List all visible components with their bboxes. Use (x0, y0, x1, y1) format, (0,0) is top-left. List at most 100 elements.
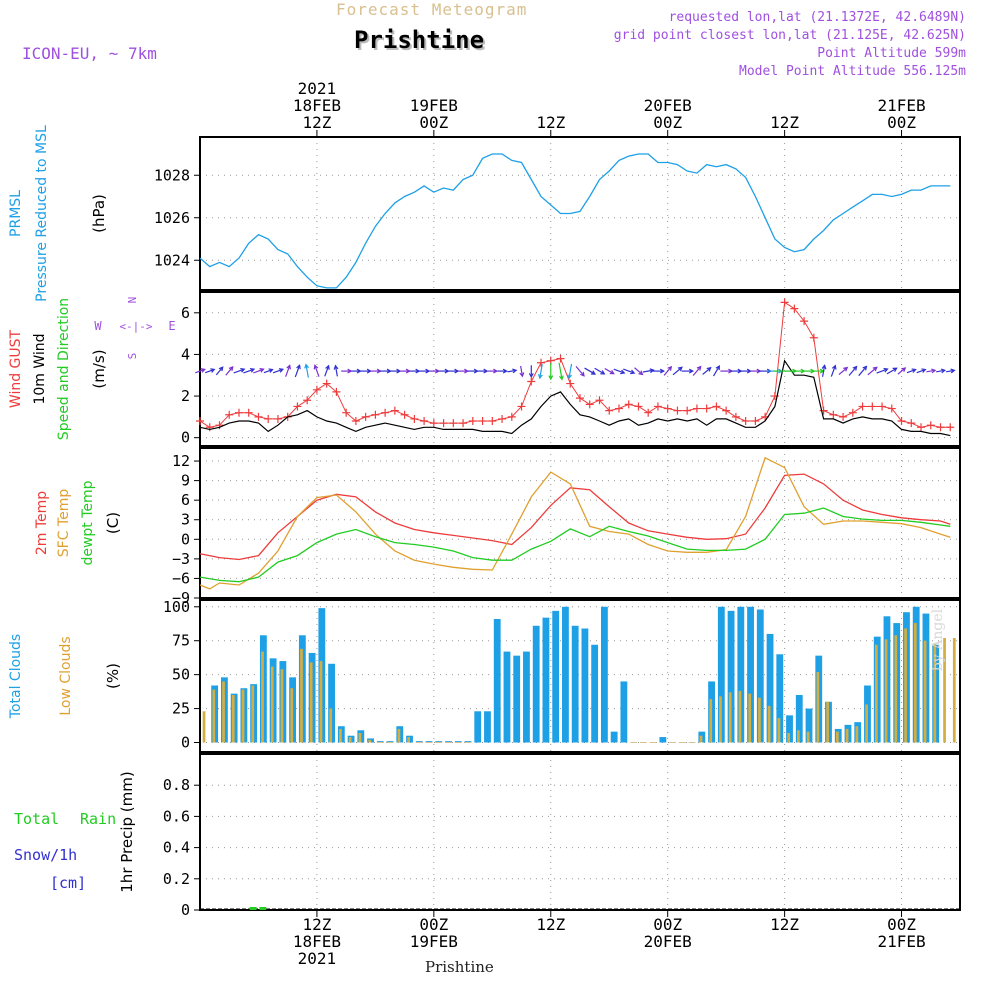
ytick-label: 100 (163, 598, 190, 616)
wind-arrow (838, 367, 848, 376)
low-cloud-bar (251, 685, 255, 743)
gust-marker (946, 423, 955, 432)
gust-marker (576, 394, 584, 403)
low-cloud-bar (874, 644, 878, 743)
wind-arrow (305, 364, 309, 378)
wind-arrow-head (911, 368, 917, 373)
wind-arrow-head (638, 370, 644, 376)
wind-arrow-head (630, 369, 636, 375)
gust-marker (868, 402, 877, 411)
ytick-label: 0 (181, 530, 190, 548)
panel-temperature: −9 −6−3 03 69 12 2m Temp SFC Temp dewpt Temp (C) (34, 447, 961, 607)
ytick-label: 6 (181, 491, 190, 509)
total-cloud-bar (445, 741, 452, 743)
panel-label: (C) (104, 512, 122, 534)
wind-arrow-head (228, 365, 234, 371)
wind-arrow-head (715, 364, 720, 371)
total-cloud-bar (795, 695, 803, 743)
gust-marker (917, 423, 926, 432)
panel-label: Speed and Direction (56, 298, 72, 440)
wind-arrow (233, 368, 245, 374)
wind-arrow-head (852, 365, 858, 371)
gust-marker (858, 402, 867, 411)
wind-arrow (253, 368, 264, 374)
total-cloud-bar (513, 655, 521, 743)
wind-arrow-head (493, 368, 499, 374)
wind-arrow (876, 368, 888, 374)
low-cloud-bar (270, 666, 274, 743)
total-cloud-bar (766, 633, 774, 743)
total-cloud-bar (523, 651, 530, 743)
gust-marker (751, 417, 760, 426)
low-cloud-bar (290, 688, 294, 743)
top-time-label: 21FEB (877, 96, 925, 115)
total-cloud-bar (415, 741, 423, 743)
wind-arrow (858, 366, 867, 377)
gust-marker (390, 406, 399, 415)
total-cloud-bar (474, 711, 482, 743)
gust-marker (507, 412, 516, 421)
precip-bars (200, 907, 960, 910)
gust-marker (205, 423, 214, 432)
wind-arrow (225, 366, 234, 376)
panel-label: Low Clouds (58, 636, 74, 715)
total-cloud-bar (805, 708, 813, 743)
gust-marker (936, 423, 945, 432)
compass-south: S (126, 353, 139, 360)
precip-label-rain: Rain (80, 810, 116, 828)
low-cloud-bar (894, 635, 898, 743)
low-cloud-bar (777, 718, 781, 743)
wind-arrow-head (502, 368, 508, 374)
total-cloud-bar (581, 628, 589, 743)
bottom-time-label: 00Z (419, 915, 448, 934)
wind-arrow-head (519, 372, 525, 378)
wind-arrow (314, 365, 320, 377)
wind-arrow (634, 367, 643, 375)
wind-arrow (821, 365, 826, 377)
low-cloud-bar (913, 623, 917, 743)
wind-arrow (848, 366, 858, 376)
precip-label-snow: Snow/1h (14, 846, 77, 864)
wind-arrow-head (706, 366, 712, 372)
gust-marker (878, 402, 887, 411)
ytick-label: 4 (181, 345, 190, 363)
ytick-label: 0.6 (163, 807, 190, 825)
low-cloud-bar (884, 639, 888, 743)
total-cloud-bar (376, 741, 384, 743)
top-time-label: 2021 (298, 79, 337, 98)
precip-label-axis: 1hr Precip (mm) (118, 771, 136, 892)
low-cloud-bar (699, 735, 703, 743)
wind-arrow (575, 365, 585, 377)
gust-marker (322, 379, 331, 388)
low-cloud-bar (261, 651, 264, 743)
total-cloud-bar (425, 741, 433, 743)
wind-arrow (263, 368, 273, 374)
gust-marker (692, 404, 701, 413)
gust-marker (371, 410, 380, 419)
wind-arrow (195, 368, 205, 374)
panel-label: 2m Temp (34, 491, 50, 555)
top-time-label: 00Z (653, 113, 682, 132)
low-cloud-bar (397, 728, 401, 743)
gust-marker (459, 419, 468, 428)
gust-marker (800, 317, 809, 326)
gust-marker (907, 419, 916, 428)
gust-marker (780, 298, 789, 307)
model-altitude: Model Point Altitude 556.125m (739, 64, 966, 79)
wind-arrow-head (512, 368, 518, 374)
wind-arrow-head (210, 368, 216, 373)
wind-arrow-head (667, 365, 673, 371)
total-cloud-bar (786, 715, 793, 743)
bottom-time-label: 21FEB (877, 932, 925, 951)
gust-marker (332, 387, 341, 396)
ytick-label: 0.8 (163, 776, 190, 794)
panel-label: Pressure Reduced to MSL (34, 125, 50, 302)
bottom-time-label: 20FEB (644, 932, 692, 951)
gust-marker (887, 404, 896, 413)
gust-marker (702, 404, 711, 413)
wind-arrow (946, 369, 955, 373)
bottom-time-label: 18FEB (293, 932, 341, 951)
bottom-time-label: 12Z (770, 915, 799, 934)
gust-marker (429, 419, 438, 428)
